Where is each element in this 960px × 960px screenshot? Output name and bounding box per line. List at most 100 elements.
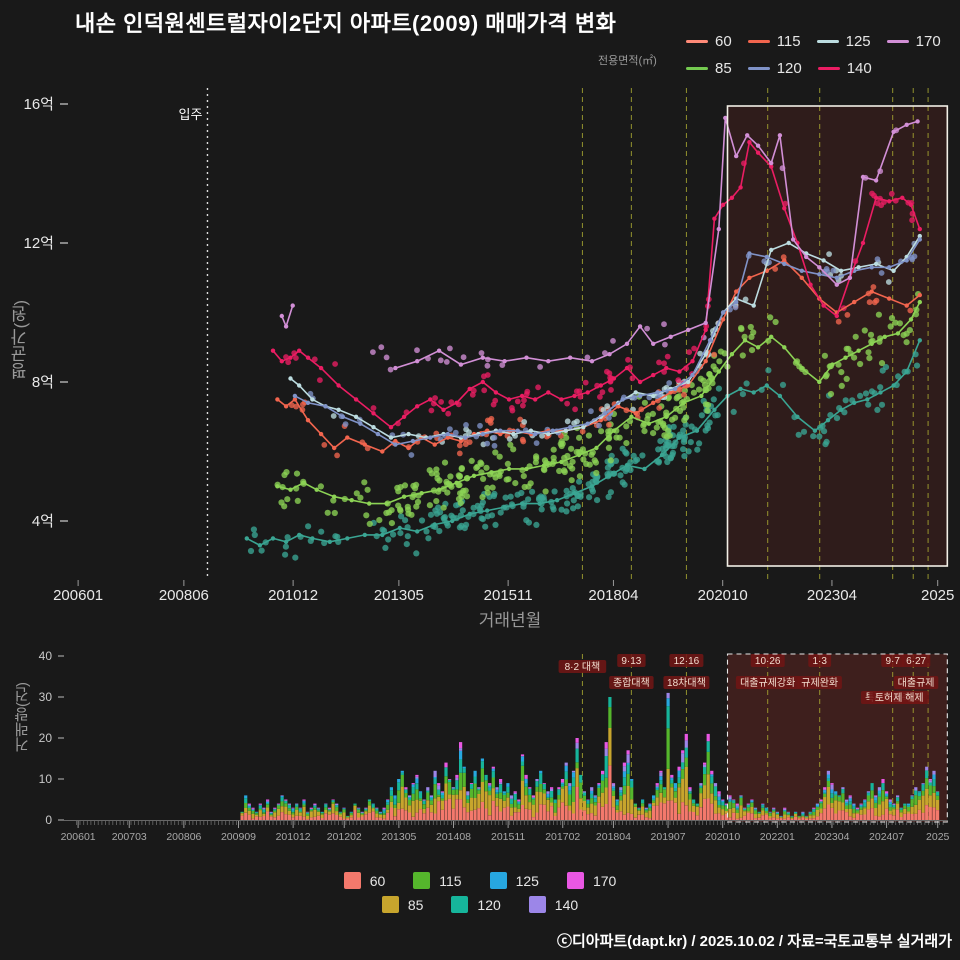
volume-bar-140 xyxy=(866,791,870,793)
volume-bar-85 xyxy=(735,812,739,819)
policy-annotation: 6·27 대출규제 xyxy=(893,654,939,689)
volume-bar-85 xyxy=(866,801,870,810)
volume-bar-115 xyxy=(841,793,845,803)
bar-legend-label: 170 xyxy=(592,872,617,889)
volume-bar-85 xyxy=(389,801,393,808)
volume-bar-170 xyxy=(327,807,332,809)
volume-bar-125 xyxy=(921,783,925,785)
volume-bar-140 xyxy=(783,808,787,810)
volume-bar-85 xyxy=(575,768,579,787)
volume-bar-125 xyxy=(885,793,889,796)
volume-bar-140 xyxy=(327,808,332,810)
volume-bar-85 xyxy=(251,813,255,819)
volume-bar-140 xyxy=(743,808,747,809)
bar-legend-item-120[interactable]: 120 xyxy=(451,896,501,913)
volume-bar-60 xyxy=(783,818,787,820)
bar-legend-swatch-60 xyxy=(343,872,361,889)
legend-item-125[interactable]: 125 xyxy=(816,33,871,50)
volume-xtick: 202010 xyxy=(705,831,740,843)
volume-bar-120 xyxy=(266,803,270,805)
legend-label: 120 xyxy=(776,60,802,77)
volume-bar-140 xyxy=(659,772,663,777)
volume-bar-120 xyxy=(699,785,703,788)
volume-bar-85 xyxy=(743,811,747,816)
volume-bar-60 xyxy=(914,813,918,820)
volume-bar-60 xyxy=(575,787,579,820)
bar-legend-item-60[interactable]: 60 xyxy=(343,872,385,889)
bar-legend-item-115[interactable]: 115 xyxy=(413,872,462,889)
volume-bar-115 xyxy=(553,803,557,813)
volume-bar-120 xyxy=(422,800,426,805)
volume-bar-85 xyxy=(440,800,444,810)
volume-bar-125 xyxy=(316,808,321,810)
volume-bar-115 xyxy=(815,807,819,810)
volume-bar-115 xyxy=(783,811,787,815)
volume-bar-170 xyxy=(316,807,321,809)
volume-bar-115 xyxy=(360,813,364,815)
volume-bar-140 xyxy=(888,800,892,802)
volume-bar-170 xyxy=(717,791,721,794)
bar-legend-item-140[interactable]: 140 xyxy=(528,896,578,913)
legend-item-85[interactable]: 85 xyxy=(686,60,732,77)
volume-bar-115 xyxy=(626,773,630,786)
volume-bar-115 xyxy=(801,815,805,817)
legend-item-115[interactable]: 115 xyxy=(747,33,801,50)
bar-legend-item-170[interactable]: 170 xyxy=(566,872,617,889)
bar-legend-label: 85 xyxy=(407,896,424,913)
volume-bar-115 xyxy=(611,790,616,796)
volume-bar-115 xyxy=(845,805,849,809)
volume-bar-140 xyxy=(451,787,455,789)
volume-bar-85 xyxy=(564,785,568,806)
volume-bar-115 xyxy=(262,812,266,814)
legend-item-120[interactable]: 120 xyxy=(747,60,802,77)
volume-bar-115 xyxy=(316,810,321,812)
volume-bar-60 xyxy=(670,800,674,820)
volume-bar-170 xyxy=(531,795,535,798)
volume-bar-125 xyxy=(546,793,550,797)
volume-bar-120 xyxy=(298,808,302,812)
volume-bar-120 xyxy=(408,797,412,800)
bar-legend-item-85[interactable]: 85 xyxy=(381,896,424,913)
legend-item-170[interactable]: 170 xyxy=(886,33,941,50)
volume-bar-170 xyxy=(604,742,608,749)
volume-yaxis-title: 거래량(건) xyxy=(14,682,31,752)
volume-bar-120 xyxy=(615,801,619,806)
bar-legend-item-125[interactable]: 125 xyxy=(489,872,539,889)
regulation-zone-fill xyxy=(727,106,948,566)
volume-bar-140 xyxy=(619,787,623,791)
volume-bar-120 xyxy=(790,816,794,817)
volume-bar-140 xyxy=(313,804,317,806)
volume-bar-85 xyxy=(775,814,779,819)
volume-bar-140 xyxy=(513,792,517,794)
volume-bar-120 xyxy=(801,814,805,816)
volume-bar-120 xyxy=(455,780,459,790)
volume-bar-60 xyxy=(841,810,845,820)
volume-bar-140 xyxy=(739,795,743,797)
volume-bar-140 xyxy=(823,789,827,791)
volume-bar-60 xyxy=(775,818,779,820)
volume-bar-115 xyxy=(753,810,758,815)
volume-bar-120 xyxy=(914,790,918,796)
volume-bar-85 xyxy=(721,809,725,816)
volume-bar-85 xyxy=(324,810,328,814)
volume-bar-85 xyxy=(739,805,743,818)
volume-bar-85 xyxy=(269,815,273,817)
volume-bar-115 xyxy=(703,774,707,786)
volume-bar-170 xyxy=(437,783,441,786)
volume-bar-85 xyxy=(695,806,699,816)
volume-bar-120 xyxy=(684,747,688,758)
volume-bar-120 xyxy=(553,799,557,803)
volume-bar-85 xyxy=(848,809,852,817)
volume-bar-85 xyxy=(859,809,863,815)
volume-bar-85 xyxy=(535,791,539,813)
legend-label: 115 xyxy=(776,33,801,50)
volume-bar-120 xyxy=(371,804,375,808)
volume-bar-85 xyxy=(783,814,787,819)
volume-bar-115 xyxy=(517,804,521,809)
legend-item-60[interactable]: 60 xyxy=(686,33,732,50)
price-xtick: 200806 xyxy=(159,587,209,604)
volume-bar-125 xyxy=(408,797,412,798)
legend-item-140[interactable]: 140 xyxy=(817,60,872,77)
volume-bar-85 xyxy=(662,797,667,804)
volume-bar-170 xyxy=(622,762,626,767)
